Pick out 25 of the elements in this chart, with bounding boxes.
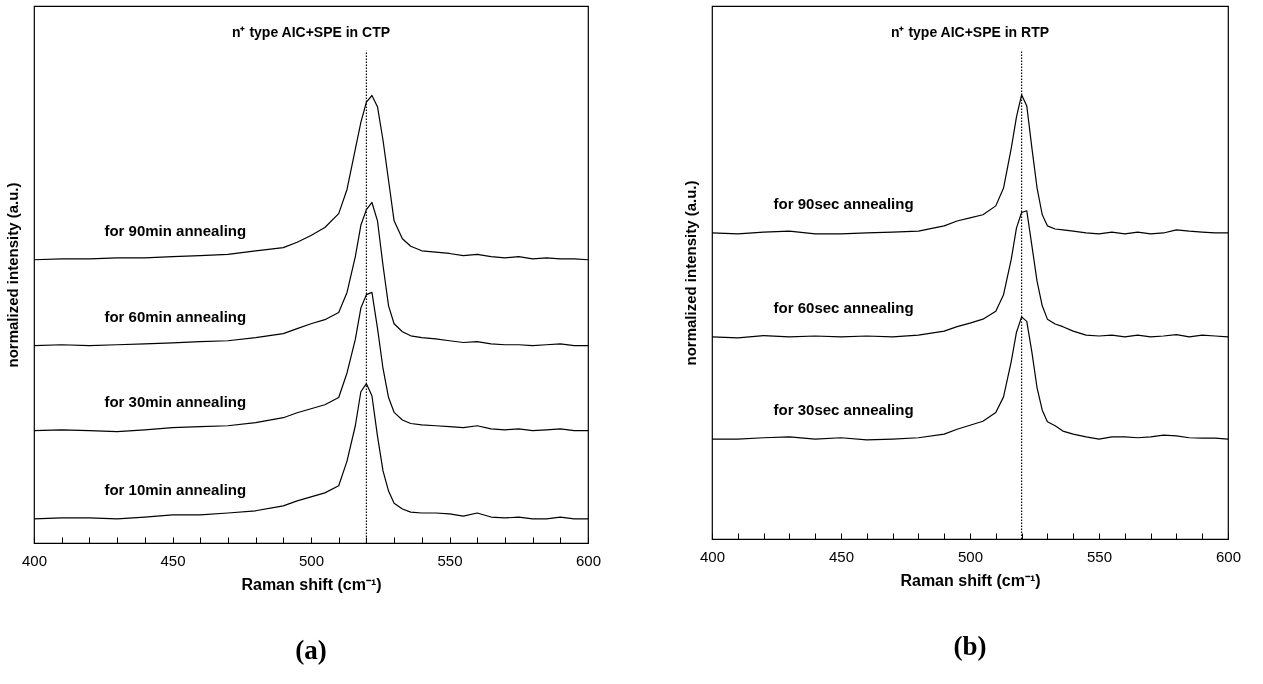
series-label: for 30min annealing	[104, 392, 247, 410]
series-label: for 90sec annealing	[773, 195, 914, 213]
y-axis-title: normalized intensity (a.u.)	[3, 182, 21, 368]
y-axis-title: normalized intensity (a.u.)	[681, 180, 699, 366]
x-axis-title: Raman shift (cm⁻¹)	[241, 575, 382, 593]
x-tick-label: 400	[699, 547, 726, 565]
series-label: for 90min annealing	[104, 221, 247, 239]
x-tick-label: 600	[1215, 547, 1242, 565]
text: (a)	[295, 635, 327, 665]
x-tick-label: 600	[575, 551, 602, 569]
series-label: for 60min annealing	[104, 307, 247, 325]
series-label: for 60sec annealing	[773, 299, 914, 317]
x-axis-title: Raman shift (cm⁻¹)	[900, 571, 1041, 589]
x-tick-label: 550	[1086, 547, 1113, 565]
x-tick-label: 500	[957, 547, 984, 565]
x-tick-label: 450	[828, 547, 855, 565]
x-tick-label: 550	[437, 551, 463, 569]
series-label: for 10min annealing	[104, 480, 247, 498]
text: (b)	[953, 631, 987, 661]
chart-title: n⁺ type AIC+SPE in CTP	[231, 24, 391, 40]
series-label: for 30sec annealing	[773, 401, 914, 419]
x-tick-label: 500	[298, 551, 325, 569]
x-tick-label: 400	[21, 551, 48, 569]
chart-title: n⁺ type AIC+SPE in RTP	[890, 24, 1050, 40]
x-tick-label: 450	[160, 551, 186, 569]
